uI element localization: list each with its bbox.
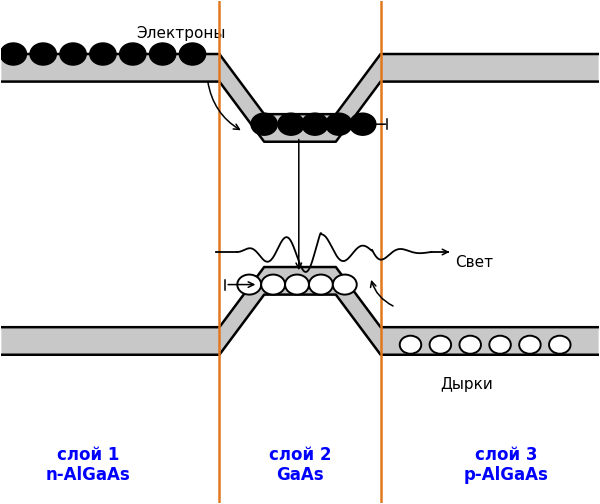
Circle shape (460, 336, 481, 354)
Circle shape (237, 275, 261, 295)
Circle shape (350, 113, 376, 135)
Circle shape (549, 336, 571, 354)
Circle shape (278, 113, 304, 135)
Circle shape (519, 336, 541, 354)
Circle shape (326, 113, 352, 135)
Circle shape (309, 275, 333, 295)
Circle shape (179, 43, 206, 65)
Polygon shape (1, 267, 599, 355)
Circle shape (60, 43, 86, 65)
Circle shape (430, 336, 451, 354)
Circle shape (261, 275, 285, 295)
Circle shape (30, 43, 56, 65)
Circle shape (149, 43, 176, 65)
Text: Свет: Свет (455, 255, 493, 270)
Text: слой 2
GaAs: слой 2 GaAs (269, 446, 331, 484)
Text: слой 1
n-AlGaAs: слой 1 n-AlGaAs (46, 446, 130, 484)
Circle shape (90, 43, 116, 65)
Circle shape (251, 113, 277, 135)
Circle shape (400, 336, 421, 354)
Circle shape (333, 275, 357, 295)
Text: Дырки: Дырки (440, 377, 493, 392)
Polygon shape (1, 54, 599, 142)
Circle shape (119, 43, 146, 65)
Circle shape (285, 275, 309, 295)
Circle shape (302, 113, 328, 135)
Text: Электроны: Электроны (136, 27, 225, 41)
Circle shape (490, 336, 511, 354)
Circle shape (0, 43, 26, 65)
Text: слой 3
p-AlGaAs: слой 3 p-AlGaAs (464, 446, 548, 484)
